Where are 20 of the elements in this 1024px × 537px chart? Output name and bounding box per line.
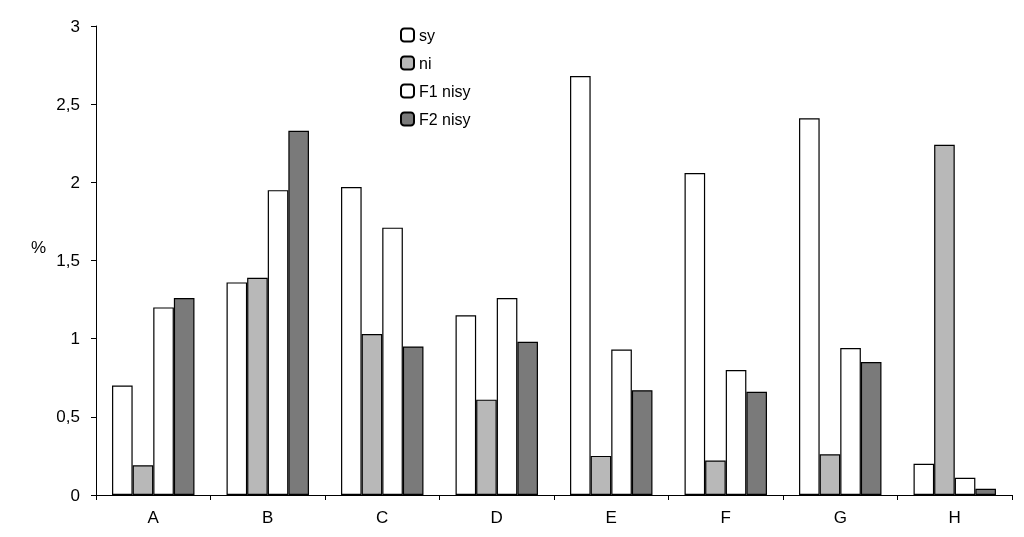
legend-label: F2 nisy xyxy=(419,110,471,128)
x-tick-label: B xyxy=(262,508,274,527)
x-tick-label: F xyxy=(720,508,731,527)
legend-label: F1 nisy xyxy=(419,82,471,100)
x-tick-label: H xyxy=(948,508,961,527)
y-tick-label: 0 xyxy=(70,485,80,505)
y-tick-label: 0,5 xyxy=(56,407,80,427)
x-tick-label: A xyxy=(147,508,160,527)
x-tick-label: E xyxy=(605,508,617,527)
legend-label: ni xyxy=(419,54,432,72)
y-tick-label: 1,5 xyxy=(56,251,80,270)
y-tick-label: 3 xyxy=(70,16,80,36)
x-tick-label: G xyxy=(833,508,847,527)
y-tick-label: 2,5 xyxy=(56,94,80,114)
legend-label: sy xyxy=(419,26,435,44)
y-axis-title: % xyxy=(30,238,46,257)
x-tick-label: C xyxy=(376,508,389,527)
x-tick-label: D xyxy=(490,508,503,527)
y-tick-label: 2 xyxy=(70,172,80,192)
y-tick-label: 1 xyxy=(70,329,80,349)
